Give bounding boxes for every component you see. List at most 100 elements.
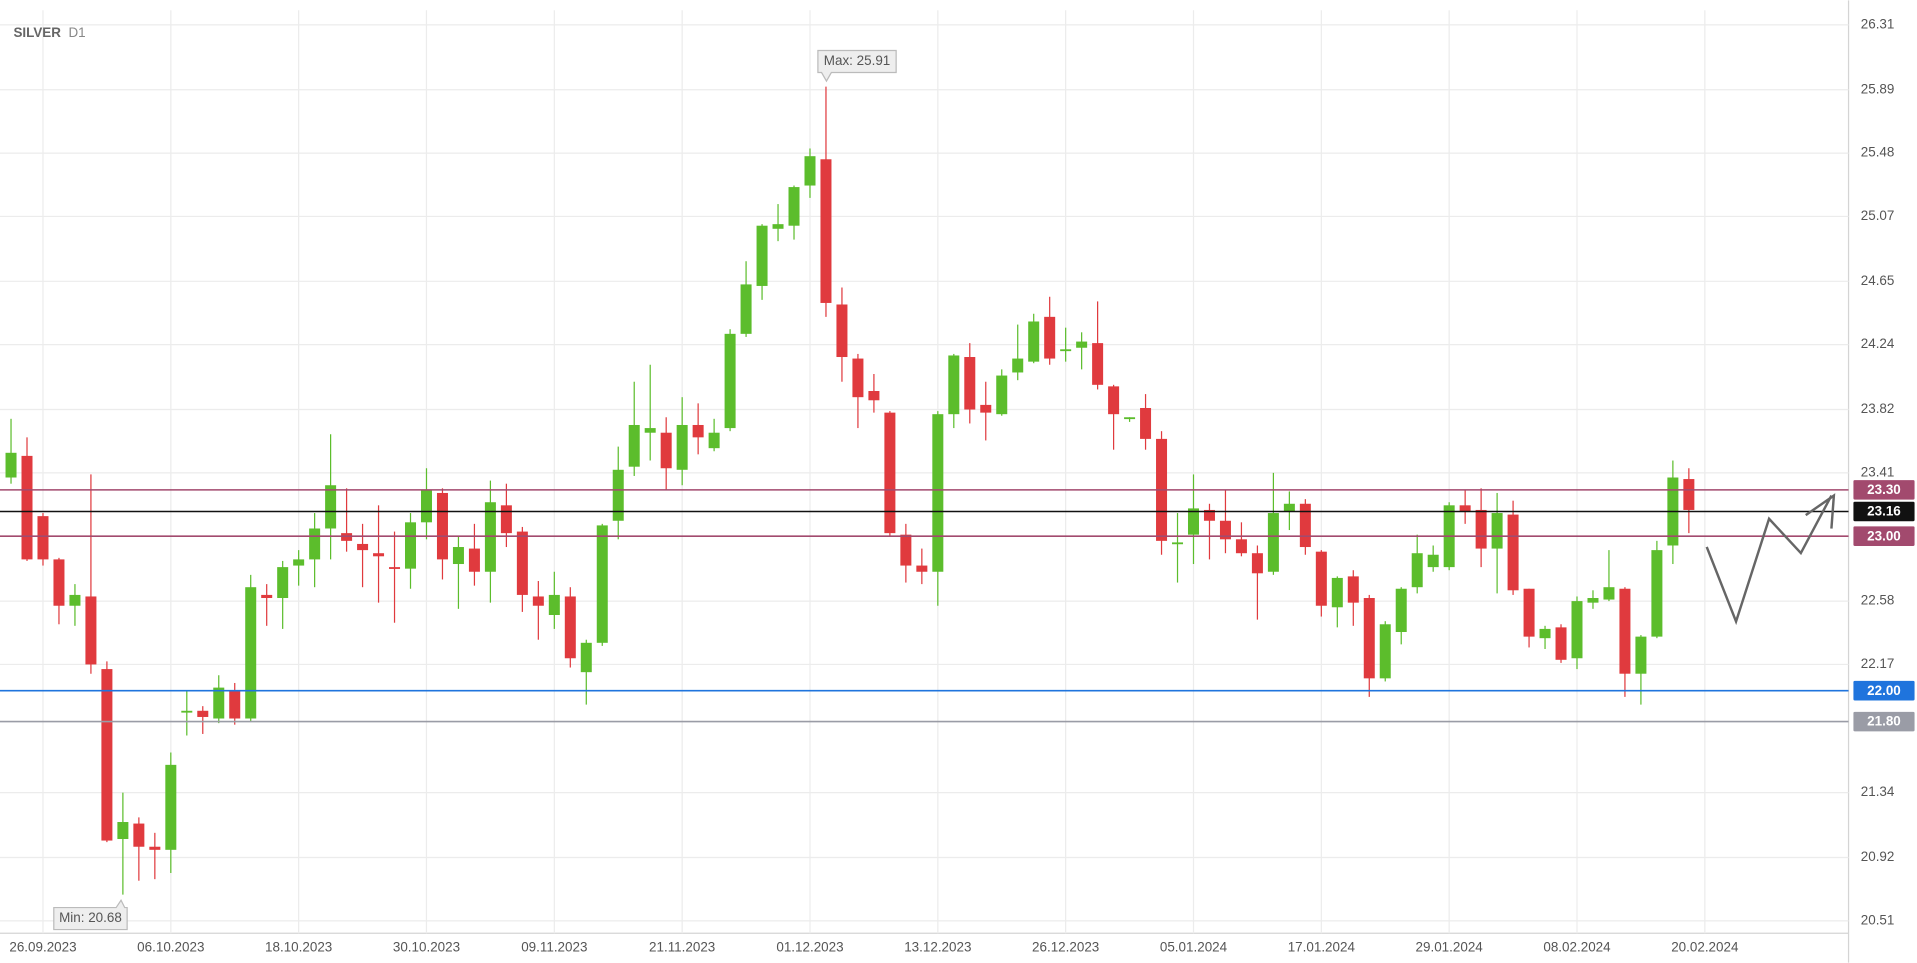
- y-tick-label: 22.58: [1861, 593, 1895, 608]
- candle-body: [932, 414, 944, 572]
- candle-body: [868, 391, 880, 401]
- candle-body: [357, 543, 369, 551]
- candle-body: [405, 522, 417, 569]
- candle-body: [1475, 509, 1487, 549]
- max-annotation: Max: 25.91: [817, 49, 897, 83]
- candle-body: [420, 489, 432, 523]
- candle-body: [532, 596, 544, 606]
- candle-body: [1172, 542, 1184, 545]
- candle-body: [836, 304, 848, 358]
- candle-body: [245, 587, 257, 719]
- y-tick-label: 25.07: [1861, 208, 1895, 223]
- forecast-arrow: [1705, 494, 1833, 626]
- candle-body: [1267, 513, 1279, 572]
- candle-body: [1028, 321, 1040, 362]
- candle-body: [596, 525, 608, 643]
- candle-body: [261, 594, 273, 599]
- chart-title: SILVER: [13, 25, 61, 40]
- candle-body: [1124, 417, 1136, 420]
- levels: 23.30 23.16 23.00 22.00 21.80: [0, 480, 1915, 732]
- arrow-head: [1805, 493, 1836, 529]
- candle-body: [900, 534, 912, 566]
- candle-body: [1571, 601, 1583, 659]
- annotation-box: [817, 49, 897, 83]
- candle-body: [436, 492, 448, 560]
- candle-body: [756, 225, 768, 286]
- candle-body: [1491, 513, 1503, 549]
- annotation-box: [53, 899, 128, 931]
- candle-body: [1251, 553, 1263, 574]
- candle-body: [468, 548, 480, 572]
- candle-body: [101, 669, 113, 841]
- candle-body: [1555, 627, 1567, 660]
- candle-body: [644, 428, 656, 433]
- candle-body: [1587, 598, 1599, 603]
- candle-body: [53, 559, 65, 606]
- y-tick-label: 26.31: [1861, 16, 1895, 31]
- level-label-box: [1853, 680, 1915, 701]
- candle-body: [804, 156, 816, 186]
- candle-body: [165, 764, 177, 850]
- candle-body: [1187, 508, 1199, 535]
- candle-body: [1235, 539, 1247, 554]
- level-label-box: [1853, 501, 1915, 522]
- level-label-box: [1853, 480, 1915, 500]
- candle-body: [724, 333, 736, 429]
- chart-subtitle: D1: [68, 25, 85, 40]
- level-label: 23.16: [1867, 504, 1901, 519]
- candle-body: [740, 284, 752, 334]
- y-tick-label: 23.41: [1861, 464, 1895, 479]
- x-tick-label: 29.01.2024: [1416, 939, 1484, 954]
- candle-body: [85, 596, 97, 665]
- x-tick-label: 13.12.2023: [904, 939, 971, 954]
- y-tick-label: 21.34: [1861, 784, 1895, 799]
- y-tick-label: 20.51: [1861, 912, 1895, 927]
- level-label: 23.00: [1867, 528, 1901, 543]
- grid: 20.51 20.92 21.34 22.17 22.58 23.41 23.82 24.24…: [0, 10, 1895, 954]
- candle-body: [996, 375, 1008, 415]
- x-tick-label: 30.10.2023: [393, 939, 460, 954]
- candle-body: [788, 187, 800, 226]
- candle-body: [820, 159, 832, 303]
- candle-body: [564, 596, 576, 659]
- candle-body: [1459, 505, 1471, 512]
- x-tick-label: 26.12.2023: [1032, 939, 1099, 954]
- y-tick-label: 23.82: [1861, 401, 1895, 416]
- x-tick-label: 17.01.2024: [1288, 939, 1356, 954]
- annotation: Max: 25.91: [824, 53, 890, 68]
- candle-body: [516, 531, 528, 595]
- x-tick-label: 08.02.2024: [1543, 939, 1611, 954]
- min-annotation: Min: 20.68: [53, 899, 128, 931]
- candle-body: [229, 690, 241, 719]
- candle-body: [1076, 341, 1088, 348]
- candle-body: [548, 594, 560, 616]
- candle-body: [1012, 358, 1024, 373]
- candle-body: [628, 424, 640, 467]
- candle-body: [325, 485, 337, 529]
- level-label: 21.80: [1867, 714, 1901, 729]
- candle-body: [1379, 624, 1391, 679]
- candle-body: [1635, 636, 1647, 674]
- candle-body: [1363, 598, 1375, 679]
- candle-body: [69, 594, 81, 606]
- candle-body: [708, 432, 720, 449]
- candle-body: [277, 567, 289, 599]
- candle-body: [1203, 509, 1215, 521]
- candle-body: [5, 452, 17, 478]
- candle-body: [1427, 554, 1439, 568]
- y-tick-label: 25.48: [1861, 145, 1895, 160]
- candle-body: [980, 404, 992, 413]
- candle-body: [21, 455, 33, 560]
- annotation: Min: 20.68: [59, 910, 122, 925]
- candle-body: [916, 565, 928, 572]
- candle-body: [1140, 407, 1152, 439]
- candle-body: [580, 642, 592, 673]
- candle-body: [197, 710, 209, 717]
- candle-body: [452, 547, 464, 565]
- candle-body: [948, 355, 960, 415]
- candle-body: [1683, 479, 1695, 510]
- candle-body: [181, 710, 193, 713]
- y-tick-label: 24.24: [1861, 336, 1895, 351]
